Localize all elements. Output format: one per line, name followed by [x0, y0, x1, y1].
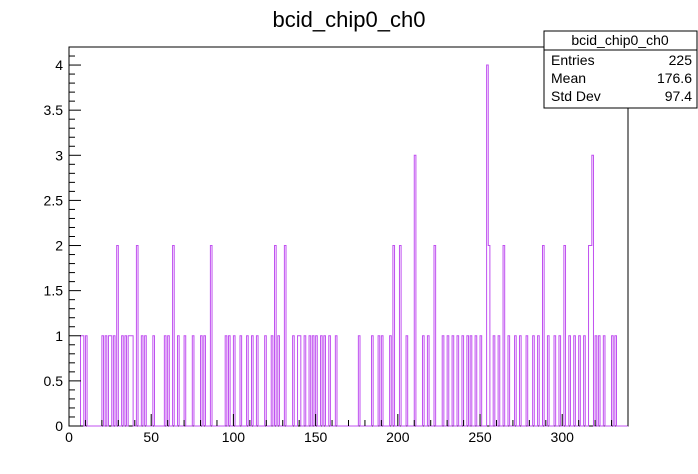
y-tick-label: 2 [55, 238, 63, 254]
stats-entries-label: Entries [551, 52, 595, 68]
y-tick-label: 1.5 [44, 283, 64, 299]
x-tick-label: 200 [386, 429, 410, 445]
y-tick-label: 3.5 [44, 102, 64, 118]
x-tick-label: 300 [551, 429, 575, 445]
y-tick-label: 3 [55, 147, 63, 163]
y-axis: 0 0.5 1 1.5 2 2.5 3 3.5 4 [44, 46, 81, 434]
x-tick-label: 150 [304, 429, 328, 445]
stats-stddev-label: Std Dev [551, 88, 601, 104]
stats-mean-label: Mean [551, 70, 586, 86]
x-tick-label: 100 [222, 429, 246, 445]
stats-stddev-value: 97.4 [665, 88, 692, 104]
stats-box-border [543, 30, 698, 109]
histogram-bars [69, 64, 628, 427]
y-tick-label: 2.5 [44, 192, 64, 208]
stats-entries-value: 225 [669, 52, 693, 68]
chart-title: bcid_chip0_ch0 [273, 7, 426, 32]
stats-box-title: bcid_chip0_ch0 [571, 32, 669, 48]
x-axis: 0 50 100 150 200 250 300 [65, 414, 629, 445]
stats-box: bcid_chip0_ch0 Entries 225 Mean 176.6 St… [543, 30, 698, 109]
x-tick-label: 0 [65, 429, 73, 445]
stats-mean-value: 176.6 [657, 70, 692, 86]
histogram-outline [69, 64, 628, 427]
y-tick-label: 0.5 [44, 373, 64, 389]
y-tick-label: 1 [55, 328, 63, 344]
y-tick-label: 4 [55, 57, 63, 73]
x-tick-label: 50 [143, 429, 159, 445]
x-tick-label: 250 [468, 429, 492, 445]
y-tick-label: 0 [55, 418, 63, 434]
